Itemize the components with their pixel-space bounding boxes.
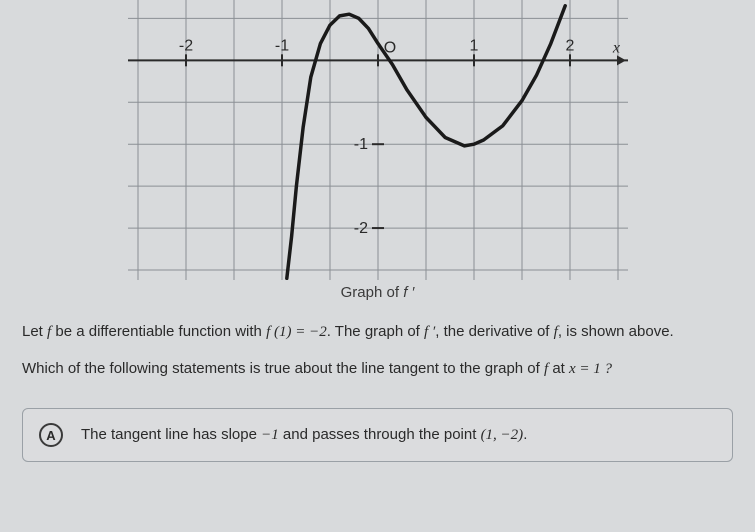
answer-text: The tangent line has slope −1 and passes… (81, 426, 527, 444)
question-block: Let f be a differentiable function with … (0, 301, 755, 390)
q2-mid: at (548, 360, 569, 377)
q2-pre: Which of the following statements is tru… (22, 360, 544, 377)
graph-svg: x-2-1O12-1-2 (128, 0, 628, 280)
svg-text:2: 2 (565, 37, 574, 54)
q1-mid3: , the derivative of (435, 323, 553, 340)
q1-end: , is shown above. (558, 323, 674, 340)
q1-mid2: . The graph of (327, 323, 424, 340)
svg-text:-1: -1 (353, 136, 367, 153)
svg-text:x: x (611, 39, 619, 56)
q1-mid1: be a differentiable function with (51, 323, 266, 340)
caption-func: f ′ (403, 284, 414, 301)
ans-pre: The tangent line has slope (81, 426, 261, 443)
q1-pre: Let (22, 323, 47, 340)
choice-letter: A (46, 428, 55, 443)
ans-end: . (523, 426, 527, 443)
q1-eq: f (1) = −2 (266, 324, 327, 340)
caption-prefix: Graph of (341, 284, 404, 301)
answer-choice-a[interactable]: A The tangent line has slope −1 and pass… (22, 408, 733, 462)
graph-caption: Graph of f ′ (0, 284, 755, 301)
question-line-1: Let f be a differentiable function with … (22, 319, 733, 346)
ans-slope: −1 (261, 427, 279, 443)
choice-letter-circle: A (39, 423, 63, 447)
q1-fp: f ′ (424, 324, 435, 340)
q2-eq: x = 1 ? (569, 361, 612, 377)
svg-text:-1: -1 (274, 37, 288, 54)
svg-text:-2: -2 (353, 220, 367, 237)
svg-text:-2: -2 (178, 37, 192, 54)
graph-panel: x-2-1O12-1-2 (128, 0, 628, 280)
svg-text:1: 1 (469, 37, 478, 54)
question-line-2: Which of the following statements is tru… (22, 356, 733, 383)
ans-point: (1, −2) (481, 427, 524, 443)
ans-mid: and passes through the point (279, 426, 481, 443)
